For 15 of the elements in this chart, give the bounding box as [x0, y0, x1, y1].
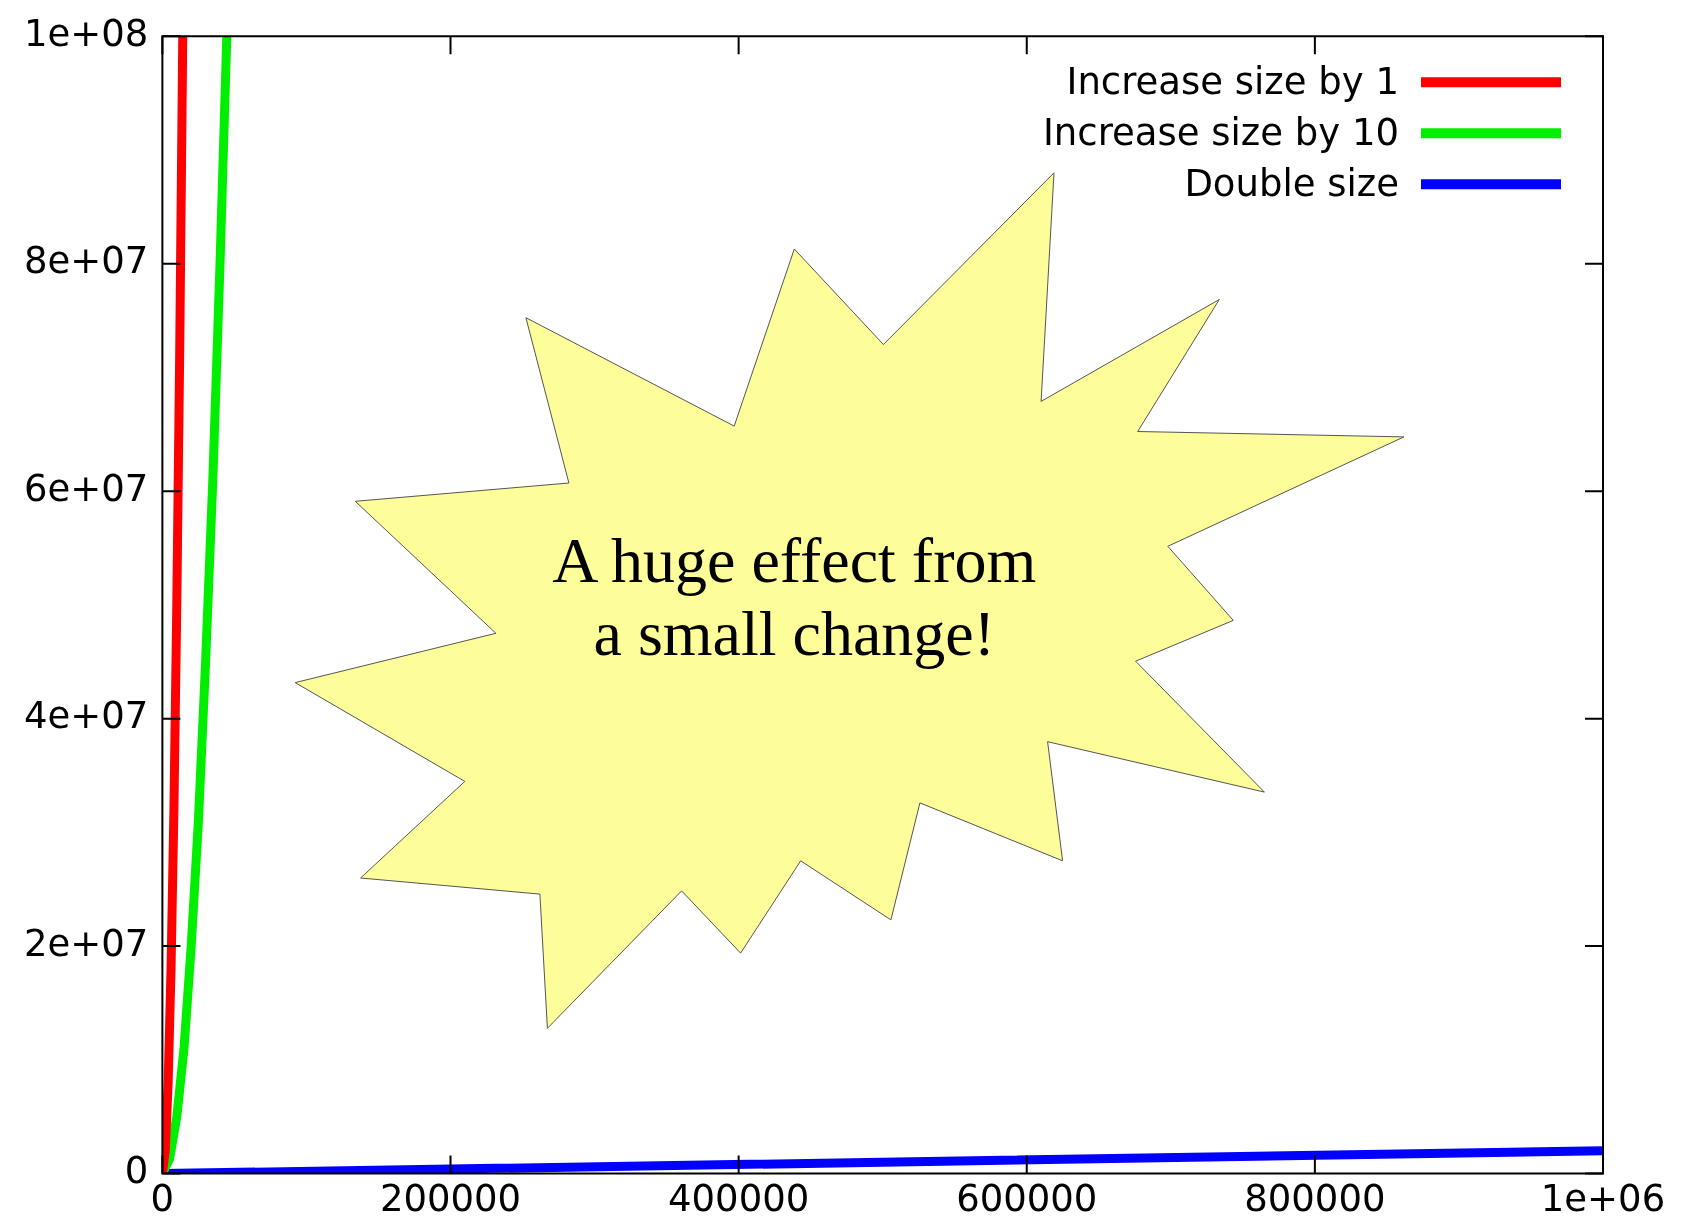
legend-label: Increase size by 10 [1042, 110, 1399, 154]
x-tick-label: 1e+06 [1540, 1177, 1666, 1221]
y-tick-label: 2e+07 [24, 921, 149, 965]
y-tick-label: 8e+07 [24, 239, 149, 283]
legend-label: Double size [1184, 161, 1399, 205]
x-tick-label: 600000 [956, 1177, 1098, 1221]
y-tick-label: 1e+08 [24, 11, 149, 55]
x-tick-label: 200000 [379, 1177, 522, 1221]
x-tick-label: 400000 [668, 1177, 810, 1221]
y-tick-label: 0 [124, 1149, 149, 1193]
y-tick-label: 4e+07 [24, 694, 149, 738]
x-tick-label: 800000 [1244, 1177, 1386, 1221]
legend-label: Increase size by 1 [1066, 59, 1399, 103]
y-tick-label: 6e+07 [24, 466, 149, 510]
annotation: A huge effect from a small change! [551, 523, 1038, 671]
